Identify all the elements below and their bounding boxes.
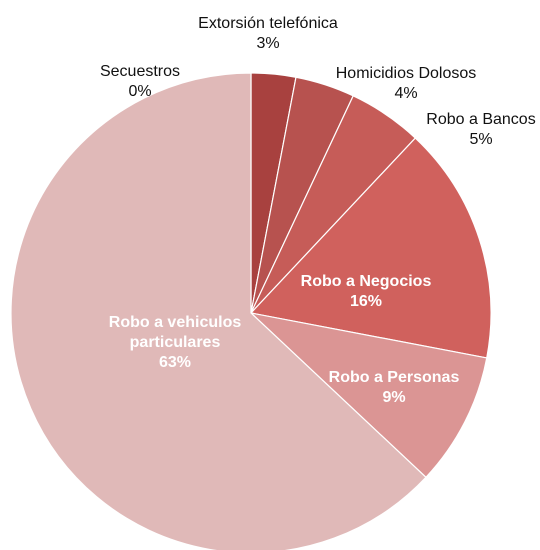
label-extorsion-telefonica: Extorsión telefónica — [198, 15, 338, 32]
slice-robo-a-negocios — [249, 137, 492, 359]
label-robo-a-negocios: Robo a Negocios — [301, 273, 432, 290]
value-robo-a-personas: 9% — [382, 389, 405, 406]
slice-robo-a-vehiculos-particulares — [10, 72, 427, 550]
value-robo-a-bancos: 5% — [469, 131, 492, 148]
value-homicidios-dolosos: 4% — [394, 85, 417, 102]
label-secuestros: Secuestros — [100, 63, 180, 80]
value-secuestros: 0% — [128, 83, 151, 100]
value-extorsion-telefonica: 3% — [256, 35, 279, 52]
slice-robo-a-personas — [249, 312, 488, 479]
label-robo-a-vehiculos-particulares-line-1: Robo a vehiculos — [109, 314, 242, 331]
pie-slices — [10, 72, 492, 550]
value-robo-a-negocios: 16% — [350, 293, 382, 310]
label-robo-a-bancos: Robo a Bancos — [426, 111, 535, 128]
value-robo-a-vehiculos-particulares: 63% — [159, 354, 191, 371]
label-homicidios-dolosos: Homicidios Dolosos — [336, 65, 477, 82]
label-robo-a-vehiculos-particulares-line-2: particulares — [130, 334, 221, 351]
label-robo-a-personas: Robo a Personas — [329, 369, 460, 386]
pie-labels: Secuestros 0% Extorsión telefónica 3% Homici… — [100, 15, 536, 406]
